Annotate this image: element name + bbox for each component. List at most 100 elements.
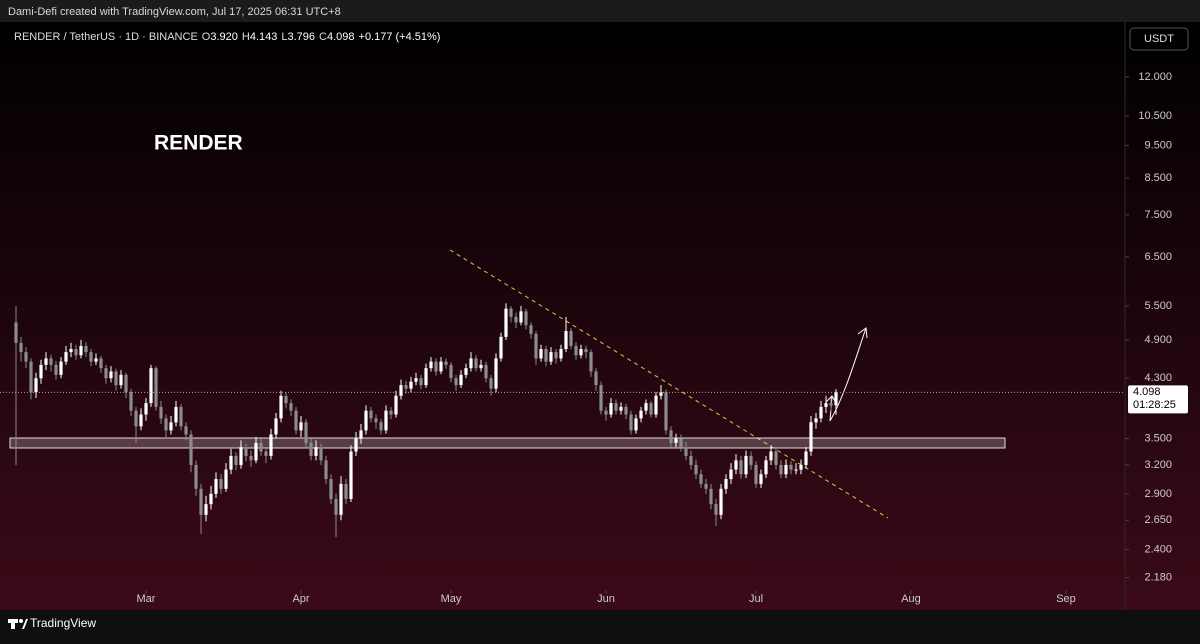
candle-body — [819, 406, 823, 419]
candle-body — [364, 410, 368, 431]
candle-body — [189, 434, 193, 465]
candle-body — [134, 410, 138, 427]
candle-body — [399, 385, 403, 396]
candle-body — [389, 410, 393, 415]
candle-body — [694, 464, 698, 475]
candle-body — [314, 447, 318, 456]
candle-body — [829, 403, 833, 406]
candle-body — [414, 378, 418, 382]
candle-body — [284, 395, 288, 404]
candle-body — [354, 438, 358, 452]
countdown: 01:28:25 — [1133, 399, 1176, 411]
candle-body — [439, 361, 443, 372]
candle-body — [374, 418, 378, 423]
candle-body — [279, 395, 283, 419]
candle-body — [424, 368, 428, 386]
y-tick-label: 4.900 — [1144, 334, 1172, 346]
candle-body — [599, 385, 603, 411]
candle-body — [564, 331, 568, 349]
candle-body — [69, 348, 73, 353]
candle-body — [139, 414, 143, 427]
candle-body — [619, 406, 623, 411]
currency[interactable]: USDT — [1144, 33, 1174, 45]
candle-body — [639, 410, 643, 419]
candle-body — [659, 392, 663, 396]
candle-body — [99, 358, 103, 369]
candle-body — [404, 385, 408, 389]
candle-body — [319, 447, 323, 461]
candle-body — [234, 455, 238, 465]
candle-body — [759, 474, 763, 484]
candle-body — [589, 352, 593, 372]
y-tick-label: 4.300 — [1144, 372, 1172, 384]
candle-body — [179, 406, 183, 427]
candle-body — [744, 455, 748, 475]
y-tick-label: 5.500 — [1144, 300, 1172, 312]
candle-body — [14, 322, 18, 343]
candle-body — [259, 442, 263, 452]
candle-body — [724, 479, 728, 489]
candle-body — [769, 451, 773, 461]
candle-body — [684, 447, 688, 456]
last-price-box — [1128, 385, 1188, 414]
candle-body — [604, 410, 608, 415]
logo — [8, 619, 28, 629]
candle-body — [459, 374, 463, 386]
currency-button[interactable] — [1129, 27, 1189, 51]
candle-body — [664, 392, 668, 431]
candle-body — [609, 403, 613, 415]
candle-body — [24, 352, 28, 362]
candle-body — [429, 361, 433, 369]
candle-body — [719, 488, 723, 515]
candle-body — [824, 403, 828, 407]
y-tick-label: 2.180 — [1144, 572, 1172, 584]
candle-body — [114, 371, 118, 386]
candle-body — [714, 504, 718, 515]
candle-body — [334, 498, 338, 515]
candle-body — [464, 368, 468, 375]
candle-body — [634, 418, 638, 431]
candle-body — [509, 308, 513, 317]
candle-body — [384, 410, 388, 431]
candle-body — [149, 368, 153, 404]
candle-body — [269, 434, 273, 456]
candle-body — [444, 361, 448, 365]
candle-body — [104, 368, 108, 379]
x-tick-label: Aug — [901, 593, 921, 605]
candle-body — [214, 479, 218, 494]
y-tick-label: 2.900 — [1144, 488, 1172, 500]
candle-body — [74, 348, 78, 356]
candle-body — [499, 336, 503, 359]
candle-body — [204, 504, 208, 515]
candle-body — [359, 430, 363, 439]
x-tick-label: Sep — [1056, 593, 1076, 605]
candle-body — [779, 464, 783, 475]
candle-body — [84, 345, 88, 353]
candle-body — [729, 469, 733, 480]
candle-body — [484, 364, 488, 379]
candle-body — [754, 464, 758, 484]
candle-body — [224, 469, 228, 489]
candle-body — [549, 352, 553, 362]
candle-body — [194, 464, 198, 489]
legend-value: 3.920 — [210, 31, 238, 43]
candle-body — [789, 464, 793, 470]
candle-body — [229, 455, 233, 470]
plot-background — [0, 22, 1200, 610]
support-zone — [9, 437, 1006, 449]
candle-body — [94, 358, 98, 362]
candle-body — [479, 364, 483, 369]
candle-body — [49, 358, 53, 365]
x-tick-label: Jul — [749, 593, 763, 605]
candle-body — [734, 460, 738, 470]
y-tick-label: 2.400 — [1144, 543, 1172, 555]
candle-body — [344, 483, 348, 499]
candle-body — [454, 378, 458, 386]
trend-line — [449, 249, 889, 519]
candle-body — [394, 395, 398, 415]
candle-body — [289, 403, 293, 411]
candle-body — [814, 418, 818, 423]
candle-body — [274, 418, 278, 435]
candle-body — [579, 348, 583, 356]
candle-body — [164, 418, 168, 431]
